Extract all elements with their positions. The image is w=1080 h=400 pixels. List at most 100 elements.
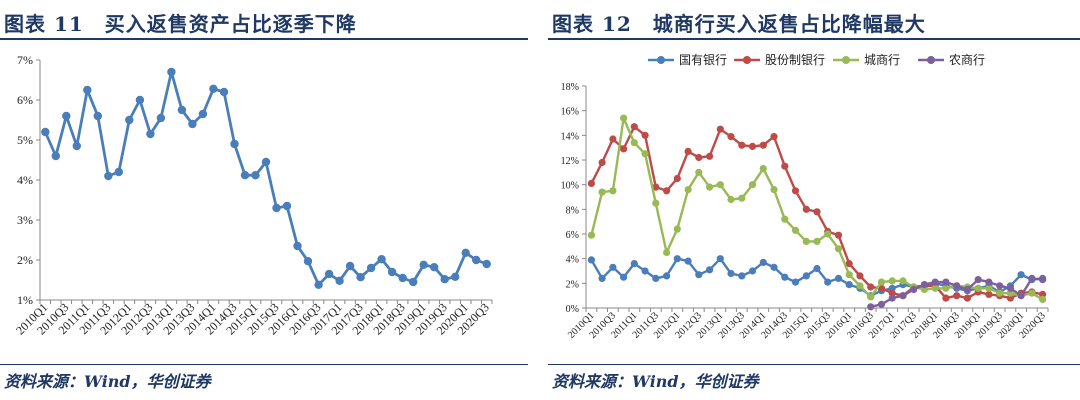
data-point (684, 186, 692, 194)
data-point (609, 135, 617, 143)
legend-swatch-marker (927, 56, 935, 64)
data-point (684, 257, 692, 265)
data-point (177, 105, 187, 115)
right-source-rule (548, 364, 1080, 365)
left-panel: 图表 11 买入返售资产占比逐季下降 1% 2% 3% 4% 5% 6% 7% 2010Q1 2… (0, 0, 528, 400)
data-point (706, 152, 714, 160)
data-point (598, 158, 606, 167)
left-chart: 1%2%3%4%5%6%7%2010Q12010Q32011Q12011Q320… (13, 53, 493, 337)
data-point (673, 225, 681, 233)
data-point (727, 195, 735, 204)
data-point (867, 283, 875, 291)
y-tick-label: 4% (17, 173, 33, 187)
data-point (867, 293, 875, 301)
data-point (430, 263, 439, 272)
series-农商行 (867, 274, 1047, 311)
y-tick-label: 10% (561, 181, 579, 192)
data-point (942, 284, 950, 292)
data-point (261, 157, 271, 167)
data-point (791, 226, 800, 234)
data-point (1028, 289, 1036, 297)
right-chart: 0%2%4%6%8%10%12%14%16%18%2010Q12010Q3201… (561, 52, 1049, 341)
data-point (1039, 276, 1047, 284)
data-point (716, 255, 724, 263)
data-point (953, 282, 961, 290)
legend-item: 股份制银行 (734, 53, 825, 67)
y-tick-label: 8% (566, 205, 579, 216)
data-point (83, 85, 92, 95)
data-point (440, 275, 449, 284)
data-point (974, 284, 982, 292)
data-point (167, 67, 176, 77)
data-point (759, 141, 767, 149)
legend-swatch-marker (842, 56, 850, 64)
y-tick-label: 3% (17, 213, 33, 227)
data-point (770, 263, 778, 271)
data-point (974, 276, 982, 284)
y-tick-label: 5% (17, 133, 33, 147)
data-point (652, 183, 660, 191)
data-point (1028, 274, 1036, 282)
data-point (356, 273, 365, 282)
data-point (748, 142, 757, 150)
data-point (695, 168, 703, 176)
data-point (920, 281, 928, 289)
data-point (813, 208, 821, 216)
data-point (652, 274, 660, 282)
data-point (598, 188, 606, 196)
data-point (727, 269, 735, 278)
data-point (738, 141, 746, 149)
data-point (324, 269, 334, 279)
data-point (663, 187, 671, 195)
data-point (209, 84, 218, 93)
series-买入返售资产占比 (41, 67, 491, 289)
data-point (641, 131, 649, 139)
data-point (963, 294, 971, 302)
data-point (272, 203, 281, 213)
data-point (781, 162, 789, 170)
y-tick-label: 6% (566, 230, 579, 241)
data-point (706, 183, 714, 191)
legend-label: 城商行 (864, 52, 900, 67)
data-point (791, 278, 800, 286)
data-point (198, 109, 208, 119)
right-title-rule (548, 38, 1080, 40)
data-point (419, 260, 428, 269)
data-point (451, 272, 460, 281)
data-point (791, 187, 800, 195)
data-point (845, 260, 853, 268)
left-source: 资料来源：Wind，华创证券 (4, 372, 211, 391)
y-tick-label: 2% (566, 279, 579, 290)
data-point (802, 237, 810, 245)
data-point (345, 261, 355, 271)
data-point (135, 95, 145, 105)
data-point (813, 237, 821, 245)
data-point (587, 179, 595, 187)
right-source: 资料来源：Wind，华创证券 (552, 372, 759, 391)
data-point (942, 294, 950, 302)
data-point (888, 277, 896, 285)
right-title: 图表 12 城商行买入返售占比降幅最大 (552, 12, 926, 36)
data-point (387, 267, 397, 277)
data-point (899, 292, 907, 300)
legend-item: 农商行 (918, 52, 985, 67)
legend-swatch-marker (743, 56, 751, 64)
data-point (673, 255, 681, 263)
data-point (156, 113, 166, 123)
data-point (51, 151, 60, 161)
data-point (716, 125, 724, 133)
data-point (230, 139, 239, 149)
data-point (620, 273, 628, 281)
data-point (409, 277, 418, 287)
data-point (877, 300, 886, 308)
data-point (738, 194, 746, 202)
data-point (62, 111, 71, 121)
data-point (620, 114, 628, 122)
data-point (953, 292, 961, 300)
data-point (609, 187, 617, 195)
data-point (620, 145, 628, 153)
data-point (240, 171, 250, 180)
data-point (472, 255, 481, 265)
data-point (587, 256, 595, 264)
y-tick-label: 4% (566, 255, 579, 266)
